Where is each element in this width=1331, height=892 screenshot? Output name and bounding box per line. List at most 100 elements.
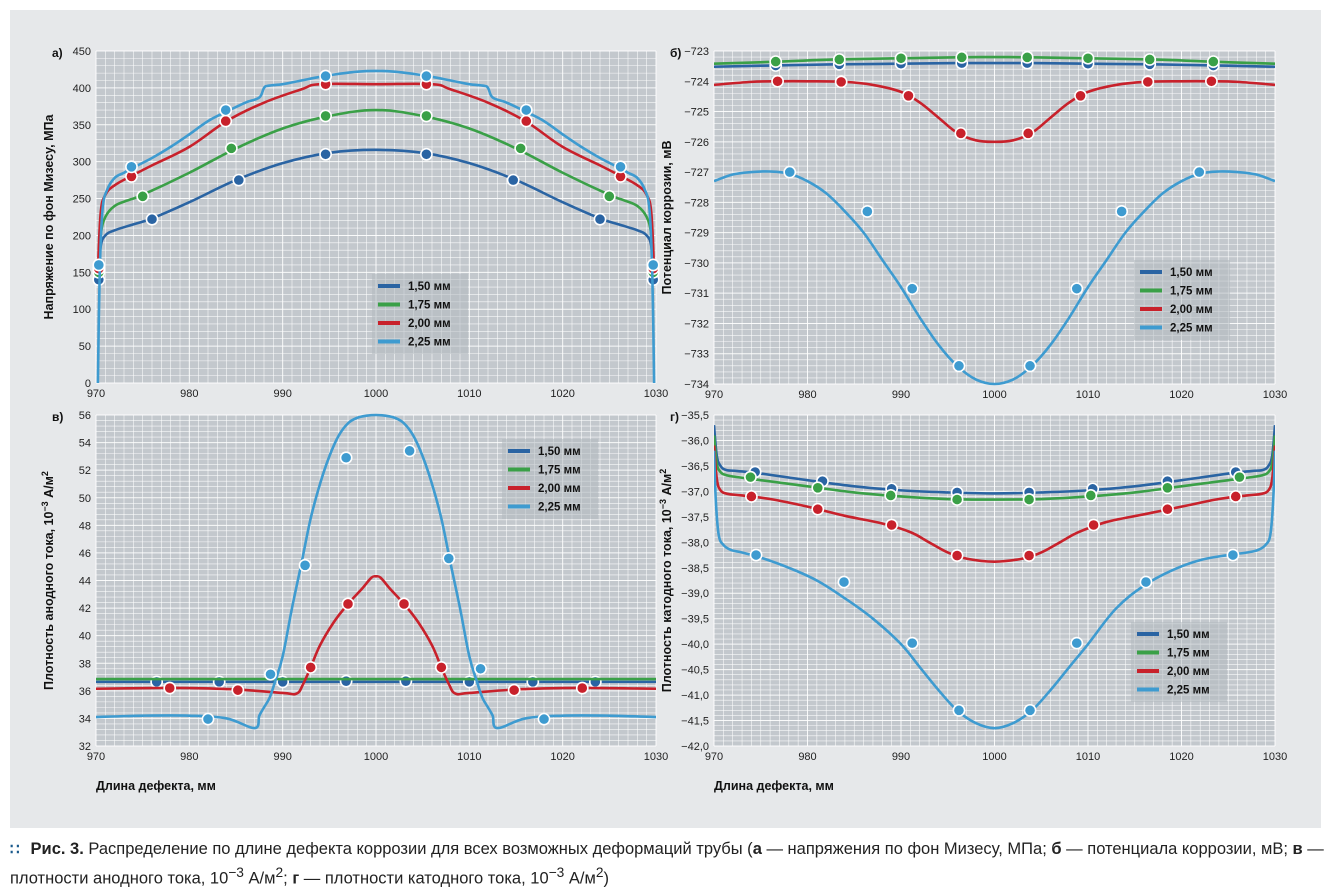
data-point xyxy=(1022,493,1036,506)
x-tick-label: 980 xyxy=(180,751,198,763)
y-tick-label: −40,5 xyxy=(681,665,709,677)
y-tick-label: 50 xyxy=(79,493,91,505)
chart-a: 970 980 990 1000 1010 1020 1030 0 50 100 150 200 250… xyxy=(42,46,668,400)
y-tick-label: 450 xyxy=(73,46,91,58)
series-line-2 xyxy=(96,108,656,277)
data-point xyxy=(955,50,969,64)
series-line-4 xyxy=(714,450,1275,730)
caption-text-b: — потенциала коррозии, мВ; xyxy=(1061,840,1293,858)
panel-label: а) xyxy=(52,46,63,60)
y-tick-label: 50 xyxy=(79,341,91,353)
legend-label: 1,75 мм xyxy=(408,300,451,312)
data-point xyxy=(1070,636,1084,650)
y-tick-label: 38 xyxy=(79,658,91,670)
data-point xyxy=(1115,205,1129,218)
y-tick-label: 36 xyxy=(79,686,91,698)
x-axis-label: Длина дефекта, мм xyxy=(714,779,834,793)
data-point xyxy=(145,212,159,226)
x-tick-label: 990 xyxy=(273,751,291,763)
caption-key-b: б xyxy=(1051,840,1062,858)
data-point xyxy=(1023,703,1037,717)
x-tick-label: 1020 xyxy=(550,388,574,400)
x-tick-label: 980 xyxy=(798,751,816,763)
y-axis-label: Плотность анодного тока, 10−3 А/м2 xyxy=(40,471,56,690)
y-tick-label: 52 xyxy=(79,465,91,477)
legend-label: 1,75 мм xyxy=(538,465,581,477)
x-tick-label: 1010 xyxy=(1076,751,1100,763)
x-tick-label: 1020 xyxy=(550,751,574,763)
data-point xyxy=(894,51,908,65)
data-point xyxy=(1022,549,1036,562)
chart-v: 970 980 990 1000 1010 1020 1030 32 34 36 38 40 42 44 4… xyxy=(40,410,668,793)
caption-unit-v: А/м xyxy=(243,869,276,888)
x-tick-label: 970 xyxy=(705,751,723,763)
data-point xyxy=(434,660,448,674)
x-tick-label: 1000 xyxy=(364,751,388,763)
y-tick-label: −728 xyxy=(684,197,709,209)
data-point xyxy=(1143,53,1157,66)
caption-close: ) xyxy=(603,869,610,888)
caption-unit-g: А/м xyxy=(564,869,596,888)
data-point xyxy=(224,141,238,155)
data-point xyxy=(1070,282,1084,296)
y-tick-label: −41,5 xyxy=(681,716,709,728)
caption-text-a: — напряжения по фон Мизесу, МПа; xyxy=(761,840,1052,858)
x-tick-label: 1010 xyxy=(457,751,481,763)
legend-label: 1,50 мм xyxy=(1167,629,1210,641)
data-point xyxy=(1161,481,1174,495)
data-point xyxy=(125,160,138,174)
x-tick-label: 980 xyxy=(798,389,816,401)
y-tick-label: −729 xyxy=(684,228,709,240)
data-point xyxy=(783,165,797,179)
x-tick-label: 1030 xyxy=(1263,751,1287,763)
data-point xyxy=(837,575,851,589)
data-point xyxy=(1023,359,1037,373)
y-tick-label: −36,0 xyxy=(681,435,709,447)
data-point xyxy=(1139,575,1153,589)
y-tick-label: 56 xyxy=(79,410,91,422)
y-tick-label: −37,0 xyxy=(681,486,709,498)
data-point xyxy=(811,481,825,495)
data-point xyxy=(832,53,846,66)
y-tick-label: −733 xyxy=(684,349,709,361)
data-point xyxy=(298,558,312,572)
data-point xyxy=(399,674,413,688)
x-tick-label: 1030 xyxy=(644,388,668,400)
x-tick-label: 1030 xyxy=(644,751,668,763)
x-tick-label: 970 xyxy=(87,751,105,763)
data-point xyxy=(201,712,215,726)
y-tick-label: 40 xyxy=(79,631,91,643)
data-point xyxy=(397,597,411,611)
data-point xyxy=(1141,75,1155,89)
data-point xyxy=(745,490,758,503)
series-line-4 xyxy=(714,170,1275,386)
figure-caption: ∷ Рис. 3. Распределение по длине дефекта … xyxy=(10,838,1325,891)
caption-key-g: г xyxy=(292,869,300,888)
legend: 1,50 мм 1,75 мм 2,00 мм 2,25 мм xyxy=(1134,260,1230,340)
y-tick-label: −734 xyxy=(684,379,709,391)
data-point xyxy=(602,189,616,203)
data-point xyxy=(419,69,433,83)
legend-label: 1,75 мм xyxy=(1170,286,1213,298)
caption-sup-v: −3 xyxy=(228,865,244,880)
data-point xyxy=(474,662,487,676)
data-point xyxy=(905,636,919,650)
y-tick-label: 200 xyxy=(73,230,91,242)
data-point xyxy=(136,189,150,203)
series-line-2 xyxy=(714,55,1275,66)
y-tick-label: −35,5 xyxy=(681,410,709,422)
x-tick-label: 1030 xyxy=(1263,389,1287,401)
data-point xyxy=(231,683,245,697)
x-tick-label: 990 xyxy=(273,388,291,400)
y-tick-label: 42 xyxy=(79,603,91,615)
y-tick-label: 54 xyxy=(79,438,91,450)
data-point xyxy=(902,89,915,103)
caption-text-v: — плотности анодного тока, 10 xyxy=(10,840,1324,888)
x-tick-label: 970 xyxy=(87,388,105,400)
data-point xyxy=(339,674,353,688)
series-line-1 xyxy=(714,425,1275,495)
y-tick-label: −731 xyxy=(684,288,709,300)
y-tick-label: −37,5 xyxy=(681,512,709,524)
caption-text-g: — плотности катодного тока, 10 xyxy=(299,869,549,888)
